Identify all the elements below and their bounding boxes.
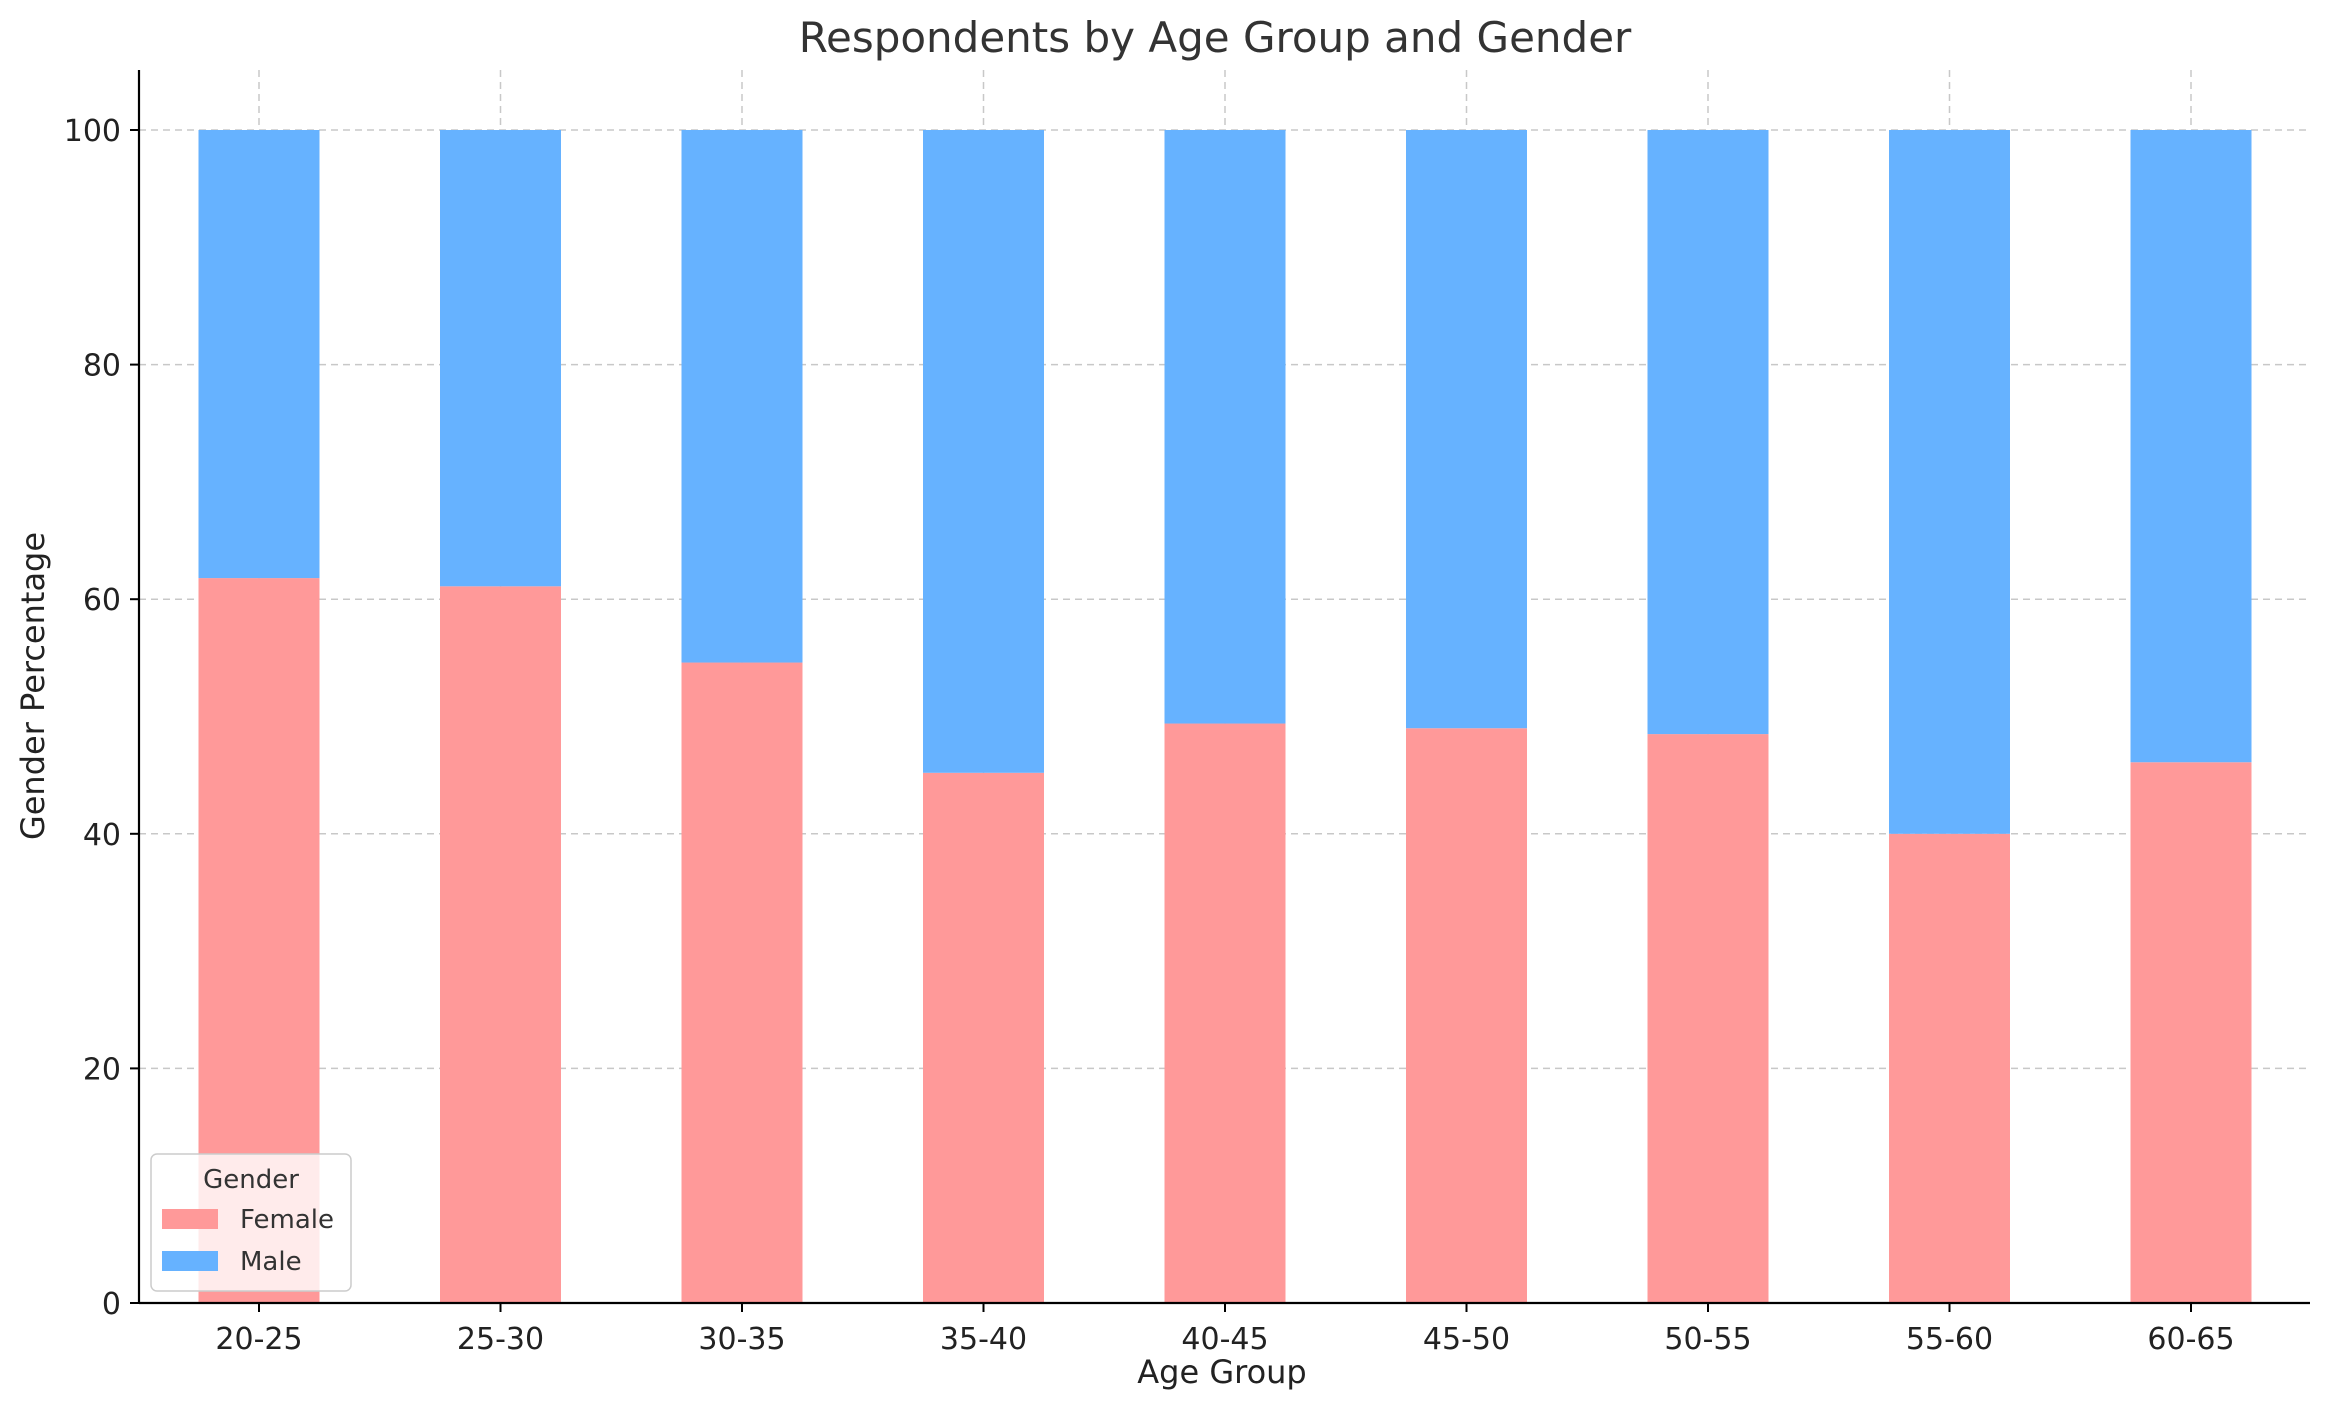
legend-items: Female Male [162,1205,334,1277]
y-tick-label: 80 [83,349,121,384]
x-tick-label: 25-30 [457,1322,544,1357]
bar-male-50-55 [1647,130,1769,735]
bar-female-45-50 [1406,728,1527,1303]
y-tick-label: 40 [83,818,121,853]
x-tick-label: 20-25 [215,1322,302,1357]
ticks-layer: 0 20 40 60 80 100 20-25 25-30 30-35 35-40 40-45 45-… [64,114,2235,1357]
legend-label-female: Female [240,1205,334,1235]
legend-swatch-male [162,1251,218,1271]
bar-male-55-60 [1889,130,2010,834]
x-tick-label: 40-45 [1181,1322,1268,1357]
bar-male-40-45 [1164,130,1286,724]
x-axis-label: Age Group [1137,1353,1306,1391]
legend-label-male: Male [240,1247,302,1277]
bar-male-45-50 [1406,130,1527,729]
bar-male-20-25 [198,130,320,579]
y-tick-label: 0 [102,1287,121,1322]
bar-female-55-60 [1889,833,2010,1303]
x-tick-label: 35-40 [940,1322,1027,1357]
bar-female-30-35 [681,662,803,1303]
y-tick-label: 20 [83,1052,121,1087]
bar-female-50-55 [1647,734,1769,1303]
bar-male-35-40 [923,130,1044,773]
bar-female-25-30 [440,586,561,1303]
legend: Gender Female Male [150,1153,352,1292]
bar-male-25-30 [440,130,561,587]
y-tick-label: 60 [83,583,121,618]
x-tick-label: 45-50 [1423,1322,1510,1357]
bar-male-60-65 [2130,130,2252,763]
y-axis-label: Gender Percentage [14,532,52,840]
bar-female-40-45 [1164,723,1286,1303]
y-tick-label: 100 [64,114,121,149]
x-tick-label: 50-55 [1664,1322,1751,1357]
bar-female-60-65 [2130,762,2252,1303]
legend-swatch-female [162,1209,218,1229]
chart-title: Respondents by Age Group and Gender [799,13,1632,62]
x-tick-label: 55-60 [1906,1322,1993,1357]
bar-male-30-35 [681,130,803,663]
bar-female-35-40 [923,772,1044,1303]
bars-layer [198,130,2252,1303]
x-tick-label: 60-65 [2147,1322,2234,1357]
x-tick-label: 30-35 [698,1322,785,1357]
legend-title: Gender [203,1165,299,1195]
